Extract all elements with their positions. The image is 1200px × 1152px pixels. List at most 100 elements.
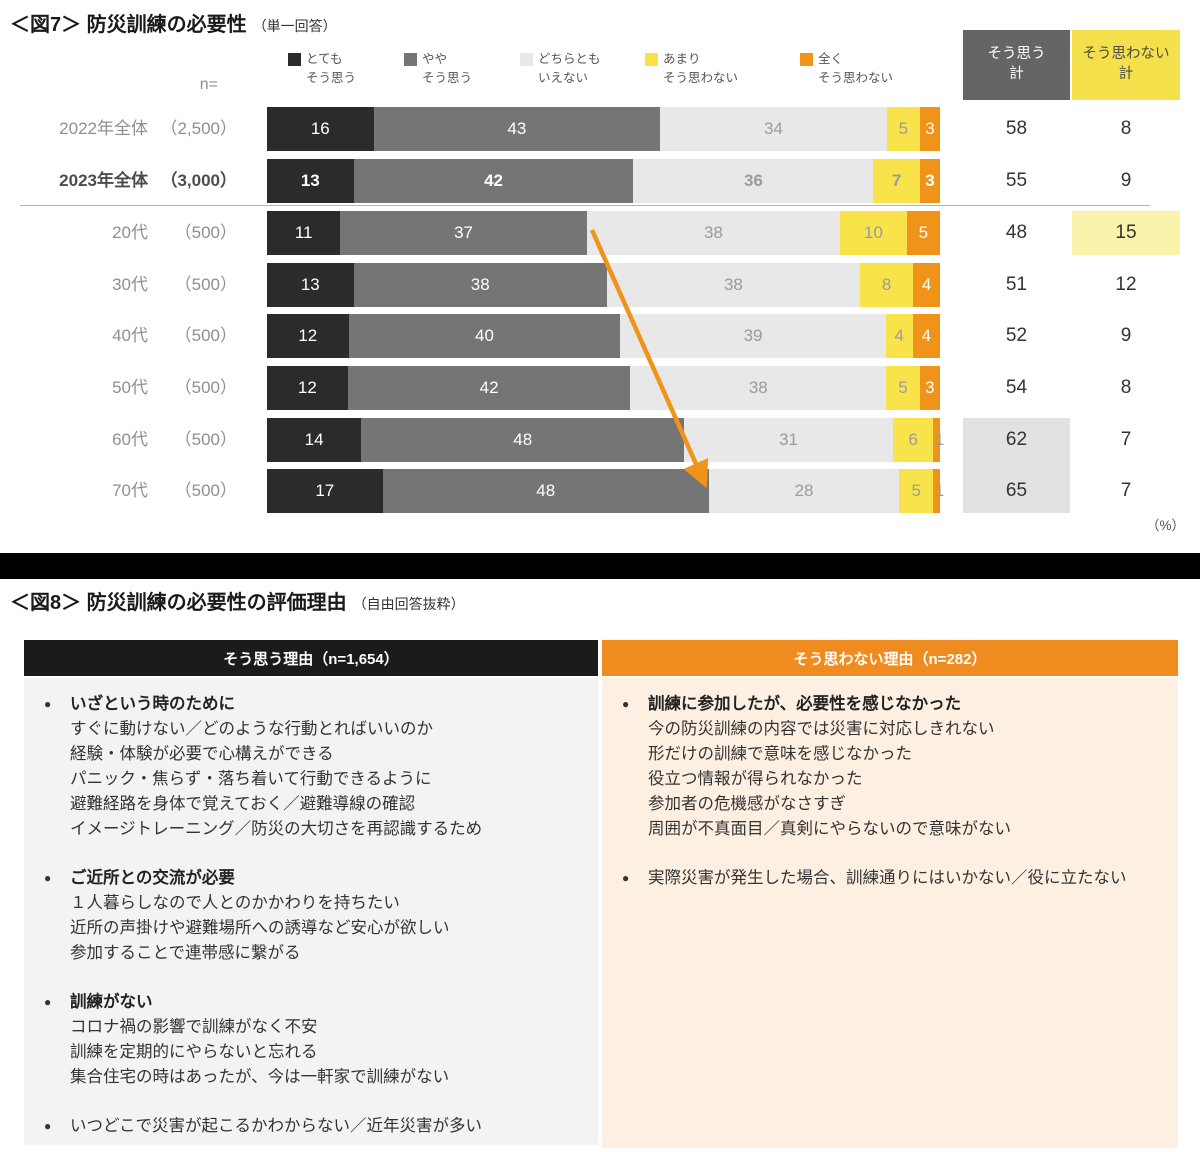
chart-row: 30代 （500） 13 38 38 8 4 51 12 <box>0 263 1200 307</box>
bar-segment: 42 <box>353 159 634 203</box>
row-n-label: （2,500） <box>160 119 237 138</box>
bar-segment: 13 <box>267 263 354 307</box>
stacked-bar: 17 48 28 5 1 <box>267 469 944 513</box>
agree-total-value: 51 <box>1005 274 1028 295</box>
bar-segment-value: 13 <box>300 171 320 190</box>
bar-segment-value: 3 <box>925 171 935 190</box>
agree-total-value: 54 <box>1005 377 1028 398</box>
bar-segment: 7 <box>873 159 920 203</box>
legend-swatch <box>288 53 301 66</box>
disagree-total-header-line2: 計 <box>1118 66 1134 82</box>
bar-segment: 39 <box>620 314 886 358</box>
disagree-total-value: 9 <box>1120 170 1132 191</box>
fig8-title: ＜図8＞ 防災訓練の必要性の評価理由 （自由回答抜粋） <box>10 586 465 615</box>
disagree-total-header: そう思わない 計 <box>1072 30 1180 100</box>
bar-segment: 1 <box>933 418 944 462</box>
reason-line: 訓練を定期的にやらないと忘れる <box>70 1043 318 1061</box>
row-n-label: （500） <box>174 223 237 242</box>
reason-heading-row: ● 訓練がない <box>44 990 580 1015</box>
agree-total-value: 62 <box>1005 429 1028 450</box>
agree-total-value: 48 <box>1005 222 1028 243</box>
bar-segment-value: 43 <box>507 119 527 138</box>
reason-heading: 訓練に参加したが、必要性を感じなかった <box>648 695 962 713</box>
bar-segment-value: 37 <box>454 223 474 242</box>
reason-group: ● 訓練がない コロナ禍の影響で訓練がなく不安 訓練を定期的にやらないと忘れる 集合住宅… <box>44 990 580 1090</box>
bar-segment-value: 38 <box>748 378 768 397</box>
reason-heading: 実際災害が発生した場合、訓練通りにはいかない／役に立たない <box>648 869 1127 887</box>
reason-line: イメージトレーニング／防災の大切さを再認識するため <box>70 820 483 838</box>
reason-line: すぐに動けない／どのような行動とればいいのか <box>70 720 433 738</box>
row-category-label: 2022年全体 <box>59 119 148 138</box>
row-category-label: 40代 <box>112 326 148 345</box>
bar-segment: 43 <box>373 107 661 151</box>
row-category-label: 2023年全体 <box>59 171 148 190</box>
fig8-title-note: （自由回答抜粋） <box>352 596 465 612</box>
bar-segment: 4 <box>912 314 940 358</box>
reason-line: 周囲が不真面目／真剣にやらないので意味がない <box>648 820 1011 838</box>
bar-segment: 38 <box>606 263 861 307</box>
legend-item-mattaku-souomowanai: 全く そう思わない <box>800 50 893 88</box>
legend-label: どちらとも いえない <box>538 52 601 85</box>
bar-segment-value: 4 <box>921 275 932 294</box>
reason-heading-row: ● いつどこで災害が起こるかわからない／近年災害が多い <box>44 1114 580 1139</box>
bar-segment: 3 <box>919 107 940 151</box>
chart-row: 60代 （500） 14 48 31 6 1 62 7 <box>0 418 1200 462</box>
bullet-icon: ● <box>622 697 630 711</box>
row-category-label: 70代 <box>112 481 148 500</box>
bullet-icon: ● <box>622 871 630 885</box>
bar-segment: 3 <box>919 366 940 410</box>
reason-line: 形だけの訓練で意味を感じなかった <box>648 745 912 763</box>
disagree-total-value: 9 <box>1120 325 1132 346</box>
bar-segment: 37 <box>340 211 587 255</box>
reason-heading-row: ● 訓練に参加したが、必要性を感じなかった <box>622 692 1160 717</box>
legend-swatch <box>645 53 658 66</box>
bar-segment: 48 <box>361 418 685 462</box>
disagree-reasons-panel: ● 訓練に参加したが、必要性を感じなかった今の防災訓練の内容では災害に対応しきれな… <box>602 678 1178 1148</box>
bullet-icon: ● <box>44 1119 52 1133</box>
reason-heading: ご近所との交流が必要 <box>70 869 235 887</box>
bar-segment-value: 34 <box>763 119 783 138</box>
legend-label: あまり そう思わない <box>663 52 739 85</box>
chart-row: 50代 （500） 12 42 38 5 3 54 8 <box>0 366 1200 410</box>
reason-line: 参加することで連帯感に繋がる <box>70 944 301 962</box>
bar-segment-value: 14 <box>304 430 324 449</box>
bar-segment-value: 5 <box>911 481 921 500</box>
disagree-total-header-line1: そう思わない <box>1082 46 1170 63</box>
bar-segment-value: 10 <box>863 223 883 242</box>
reason-group: ● ご近所との交流が必要 １人暮らしなので人とのかかわりを持ちたい 近所の声掛けや避難… <box>44 866 580 966</box>
legend-item-totemo-souomou: とても そう思う <box>288 50 356 88</box>
bar-segment-value: 12 <box>297 378 317 397</box>
row-n-label: （500） <box>174 378 237 397</box>
chart-row: 2023年全体 （3,000） 13 42 36 7 3 55 9 <box>0 159 1200 203</box>
bar-segment-value: 5 <box>918 223 929 242</box>
bar-segment: 17 <box>267 469 383 513</box>
bar-segment: 12 <box>267 366 348 410</box>
legend-label: やや そう思う <box>422 52 473 85</box>
bar-segment-value: 17 <box>315 481 335 500</box>
bullet-icon: ● <box>44 871 52 885</box>
row-n-label: （500） <box>174 430 237 449</box>
bar-segment: 36 <box>633 159 874 203</box>
reason-heading: 訓練がない <box>70 993 153 1011</box>
row-n-label: （500） <box>174 326 237 345</box>
legend-item-amari-souomowanai: あまり そう思わない <box>645 50 738 88</box>
bar-segment-value: 4 <box>894 326 904 345</box>
separator-line <box>20 205 1150 206</box>
reason-line: 役立つ情報が得られなかった <box>648 770 863 788</box>
stacked-bar: 13 38 38 8 4 <box>267 263 940 307</box>
bar-segment: 48 <box>382 469 709 513</box>
bullet-icon: ● <box>44 697 52 711</box>
reason-heading-row: ● いざという時のために <box>44 692 580 717</box>
bar-segment-value: 13 <box>300 275 320 294</box>
bar-segment-value: 38 <box>723 275 743 294</box>
bar-segment-value: 4 <box>921 326 932 345</box>
row-category-label: 20代 <box>112 223 148 242</box>
reason-line: 今の防災訓練の内容では災害に対応しきれない <box>648 720 995 738</box>
chart-row: 70代 （500） 17 48 28 5 1 65 7 <box>0 469 1200 513</box>
disagree-total-value: 12 <box>1115 274 1137 295</box>
fig7-title-text: ＜図7＞ 防災訓練の必要性 <box>10 14 247 36</box>
reason-line: 集合住宅の時はあったが、今は一軒家で訓練がない <box>70 1068 450 1086</box>
bar-segment: 14 <box>267 418 362 462</box>
bar-segment: 38 <box>630 366 887 410</box>
